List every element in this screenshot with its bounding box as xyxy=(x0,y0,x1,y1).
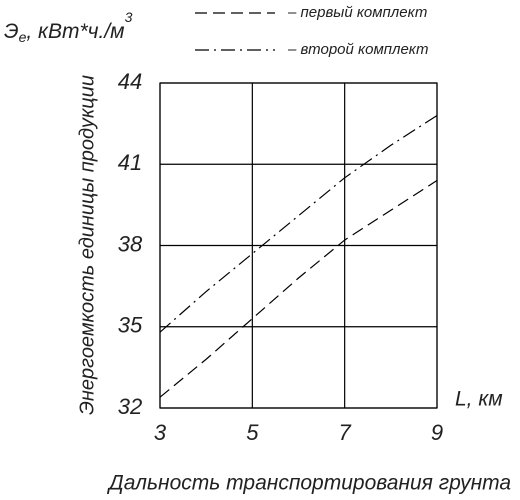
y-tick-label: 38 xyxy=(118,231,143,256)
x-tick-label: 3 xyxy=(154,420,167,445)
unit-rest: , кВт*ч./м xyxy=(26,20,124,43)
x-axis-title: Дальность транспортирования грунта xyxy=(107,472,511,495)
y-axis-title: Энергоемкость единицы продукции xyxy=(76,75,98,415)
x-unit: L, км xyxy=(455,388,503,411)
x-tick-label: 9 xyxy=(431,420,443,445)
series-line xyxy=(159,179,438,398)
unit-main: Э xyxy=(4,20,19,43)
y-tick-label: 35 xyxy=(118,313,143,338)
x-tick-label: 7 xyxy=(339,420,352,445)
unit-sub: е xyxy=(19,29,27,45)
y-tick-label: 44 xyxy=(118,69,142,94)
series-line xyxy=(159,114,438,333)
x-tick-label: 5 xyxy=(246,420,259,445)
legend-label: – второй комплект xyxy=(287,41,429,58)
legend-label: – первый комплект xyxy=(287,4,427,21)
unit-sup: 3 xyxy=(125,9,133,25)
y-tick-label: 32 xyxy=(118,394,142,419)
y-tick-label: 41 xyxy=(118,150,142,175)
unit-label: Эе, кВт*ч./м3 xyxy=(4,9,133,45)
